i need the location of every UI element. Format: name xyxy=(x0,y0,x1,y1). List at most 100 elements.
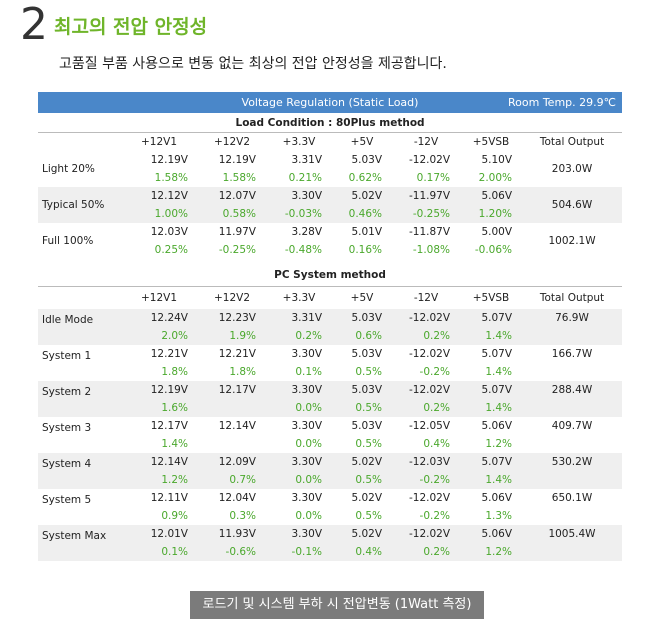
column-header: -12V xyxy=(392,132,460,151)
deviation-cell: 1.3% xyxy=(485,509,512,522)
deviation-cell: 0.1% xyxy=(120,542,198,561)
load-condition-table: Load Condition : 80Plus method +12V1 +12V… xyxy=(38,114,623,259)
deviation-cell: 0.16% xyxy=(348,244,382,256)
deviation-cell: 0.0% xyxy=(295,437,322,450)
voltage-cell: 12.17V xyxy=(198,380,266,399)
deviation-cell: 0.1% xyxy=(295,365,322,378)
voltage-cell: 5.07V xyxy=(460,380,522,399)
deviation-cell: 0.4% xyxy=(332,542,392,561)
column-header-row: +12V1 +12V2 +3.3V +5V -12V +5VSB Total Output xyxy=(38,286,622,309)
voltage-cell: 12.19V xyxy=(120,380,198,399)
table-row: System 2 12.19V 12.17V 3.30V 5.03V -12.02V 5.0… xyxy=(38,380,622,417)
voltage-cell: -11.97V xyxy=(392,187,460,205)
deviation-cell: 0.17% xyxy=(416,172,450,184)
voltage-cell: 3.30V xyxy=(266,187,332,205)
deviation-cell: 1.4% xyxy=(161,437,188,450)
total-output-cell: 1005.4W xyxy=(522,524,622,543)
row-label: System 4 xyxy=(38,452,120,489)
voltage-cell: -12.05V xyxy=(408,419,450,432)
deviation-cell: 0.25% xyxy=(154,244,188,256)
footer-caption: 로드기 및 시스템 부하 시 전압변동 (1Watt 측정) xyxy=(190,591,484,619)
deviation-cell: -0.2% xyxy=(392,470,460,489)
voltage-cell: 5.02V xyxy=(332,452,392,471)
deviation-cell: 0.2% xyxy=(392,398,460,417)
voltage-cell: 12.03V xyxy=(150,226,188,238)
voltage-cell: 12.09V xyxy=(198,452,266,471)
voltage-cell: -11.87V xyxy=(408,226,450,238)
voltage-cell: 5.06V xyxy=(481,491,512,504)
voltage-cell: 3.31V xyxy=(291,154,322,166)
column-header: +12V1 xyxy=(120,286,198,309)
deviation-cell: 0.7% xyxy=(198,470,266,489)
voltage-cell: 12.04V xyxy=(218,491,256,504)
voltage-cell: 12.21V xyxy=(218,347,256,360)
table-row: Typical 50% 12.12V 12.07V 3.30V 5.02V -11.97V… xyxy=(38,187,623,223)
deviation-cell: 1.58% xyxy=(154,172,188,184)
deviation-cell: 1.8% xyxy=(229,365,256,378)
voltage-cell: 5.02V xyxy=(332,524,392,543)
deviation-cell: 2.00% xyxy=(478,172,512,184)
pc-system-table: PC System method +12V1 +12V2 +3.3V +5V -12V +… xyxy=(38,264,622,561)
row-label: Full 100% xyxy=(42,235,94,247)
deviation-cell: 1.2% xyxy=(120,470,198,489)
table-row-deviation: 2.0% 1.9% 0.2% 0.6% 0.2% 1.4% xyxy=(38,326,622,345)
voltage-cell: 5.03V xyxy=(351,419,382,432)
voltage-cell: -12.02V xyxy=(408,491,450,504)
column-header: +12V2 xyxy=(198,286,266,309)
table-row-deviation: 1.6% 0.0% 0.5% 0.2% 1.4% xyxy=(38,398,622,417)
voltage-cell: -12.02V xyxy=(392,308,460,327)
voltage-cell: 12.23V xyxy=(198,308,266,327)
table-row-deviation: 0.1% -0.6% -0.1% 0.4% 0.2% 1.2% xyxy=(38,542,622,561)
row-label: System Max xyxy=(38,524,120,561)
voltage-cell: 5.03V xyxy=(332,380,392,399)
row-label: System 5 xyxy=(42,493,92,506)
deviation-cell: 1.00% xyxy=(120,205,198,223)
total-output-cell: 650.1W xyxy=(551,491,593,504)
voltage-cell: 3.30V xyxy=(291,347,322,360)
row-label: System 3 xyxy=(42,421,92,434)
deviation-cell: 0.46% xyxy=(332,205,392,223)
voltage-cell: 3.30V xyxy=(266,452,332,471)
voltage-cell: -12.02V xyxy=(408,154,450,166)
deviation-cell: -0.2% xyxy=(419,365,450,378)
voltage-cell: 3.30V xyxy=(291,419,322,432)
table-row: System 1 12.21V 12.21V 3.30V 5.03V -12.02V 5.0… xyxy=(38,345,622,363)
voltage-cell: 3.30V xyxy=(266,524,332,543)
deviation-cell: 0.5% xyxy=(332,470,392,489)
voltage-cell: 12.21V xyxy=(150,347,188,360)
voltage-cell: -12.03V xyxy=(392,452,460,471)
deviation-cell: 0.21% xyxy=(288,172,322,184)
total-output-cell: 1002.1W xyxy=(548,235,596,247)
table-row: Light 20% 12.19V 12.19V 3.31V 5.03V -12.02V 5.… xyxy=(38,151,622,175)
table-row-deviation: 1.4% 0.0% 0.5% 0.4% 1.2% xyxy=(38,435,622,453)
voltage-cell: 12.17V xyxy=(150,419,188,432)
voltage-cell: 5.00V xyxy=(481,226,512,238)
row-label: Idle Mode xyxy=(38,308,120,345)
column-header: -12V xyxy=(392,286,460,309)
voltage-cell: 12.12V xyxy=(120,187,198,205)
deviation-cell: -0.25% xyxy=(218,244,256,256)
voltage-cell: 5.07V xyxy=(460,308,522,327)
deviation-cell: 1.4% xyxy=(460,326,522,345)
deviation-cell: -1.08% xyxy=(412,244,450,256)
table-row-deviation: 1.8% 1.8% 0.1% 0.5% -0.2% 1.4% xyxy=(38,363,622,381)
deviation-cell: 0.62% xyxy=(348,172,382,184)
deviation-cell: 0.2% xyxy=(392,542,460,561)
deviation-cell: -0.03% xyxy=(266,205,332,223)
voltage-cell: 12.14V xyxy=(120,452,198,471)
deviation-cell: 2.0% xyxy=(120,326,198,345)
voltage-cell: 12.24V xyxy=(120,308,198,327)
table-title-bar: Voltage Regulation (Static Load) Room Te… xyxy=(38,92,622,113)
voltage-cell: 12.19V xyxy=(150,154,188,166)
row-label: Typical 50% xyxy=(38,187,120,223)
deviation-cell xyxy=(198,435,266,453)
deviation-cell: 0.5% xyxy=(355,509,382,522)
deviation-cell: -0.2% xyxy=(419,509,450,522)
deviation-cell: 1.20% xyxy=(460,205,522,223)
deviation-cell: 0.0% xyxy=(266,398,332,417)
deviation-cell xyxy=(198,398,266,417)
deviation-cell: 0.2% xyxy=(392,326,460,345)
voltage-cell: 12.19V xyxy=(218,154,256,166)
deviation-cell: -0.1% xyxy=(266,542,332,561)
table-row-deviation: 1.2% 0.7% 0.0% 0.5% -0.2% 1.4% xyxy=(38,470,622,489)
